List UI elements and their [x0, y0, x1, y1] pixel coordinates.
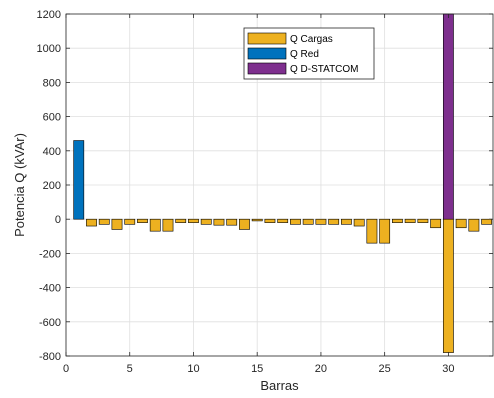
- y-tick-label: 0: [55, 214, 61, 226]
- bar-q-cargas: [353, 218, 365, 227]
- x-tick-label: 30: [442, 363, 454, 375]
- bar-q-cargas: [175, 218, 187, 223]
- y-tick-label: -400: [39, 283, 61, 295]
- bar-q-cargas: [290, 218, 301, 225]
- bar-q-cargas: [404, 218, 416, 223]
- y-tick-label: 400: [43, 146, 61, 158]
- bar-q-cargas: [264, 218, 276, 223]
- tick-labels: 0 5 10 15 20 25 30 -800 -600 -400 -200 0 200 400 600 80…: [37, 9, 455, 375]
- bar-q-cargas: [149, 218, 161, 232]
- x-tick-label: 0: [63, 363, 69, 375]
- x-tick-label: 15: [251, 363, 263, 375]
- bar-q-d-statcom: [442, 13, 454, 220]
- y-tick-label: -800: [39, 351, 61, 363]
- legend-swatch: [247, 62, 287, 75]
- y-tick-label: 1200: [37, 9, 61, 21]
- y-tick-label: 1000: [37, 43, 61, 55]
- legend-label: Q Cargas: [290, 34, 333, 45]
- legend-swatch: [247, 47, 287, 60]
- x-axis-label: Barras: [260, 378, 299, 393]
- bar-q-cargas: [328, 218, 340, 225]
- x-tick-label: 20: [315, 363, 327, 375]
- bar-q-cargas: [213, 218, 225, 226]
- legend-swatch: [247, 32, 287, 45]
- bar-q-cargas: [86, 218, 97, 227]
- legend: Q Cargas Q Red Q D-STATCOM: [243, 27, 375, 80]
- bar-q-cargas: [277, 218, 289, 223]
- bar-q-cargas: [366, 218, 378, 244]
- bar-q-cargas: [111, 218, 123, 230]
- bar-q-cargas: [442, 218, 454, 353]
- bar-q-cargas: [315, 218, 327, 225]
- y-tick-label: -600: [39, 317, 61, 329]
- bar-q-cargas: [468, 218, 480, 232]
- bars: [73, 13, 493, 353]
- bar-q-cargas: [137, 218, 148, 223]
- bar-q-cargas: [341, 218, 352, 225]
- bar-q-cargas: [226, 218, 238, 226]
- y-tick-label: 800: [43, 77, 61, 89]
- bar-q-cargas: [417, 218, 429, 223]
- bar-q-cargas: [98, 218, 110, 225]
- y-axis-label: Potencia Q (kVAr): [12, 133, 27, 237]
- y-tick-label: -200: [39, 248, 61, 260]
- bar-q-cargas: [392, 218, 403, 223]
- legend-label: Q Red: [290, 49, 319, 60]
- bar-q-cargas: [200, 218, 212, 225]
- x-tick-label: 10: [187, 363, 199, 375]
- bar-q-cargas: [124, 218, 136, 225]
- bar-q-cargas: [379, 218, 391, 244]
- y-tick-label: 600: [43, 112, 61, 124]
- bar-q-cargas: [481, 218, 493, 225]
- legend-label: Q D-STATCOM: [290, 64, 359, 75]
- bar-q-cargas: [251, 218, 263, 222]
- bar-q-cargas: [455, 218, 467, 229]
- x-tick-label: 25: [379, 363, 391, 375]
- x-tick-label: 5: [127, 363, 133, 375]
- y-tick-label: 200: [43, 180, 61, 192]
- bar-q-cargas: [162, 218, 174, 232]
- legend-entries: Q Cargas Q Red Q D-STATCOM: [247, 32, 359, 75]
- bar-q-red: [73, 140, 85, 220]
- bar-q-cargas: [302, 218, 314, 225]
- bar-q-cargas: [239, 218, 250, 230]
- ticks: [65, 13, 493, 357]
- bar-q-cargas: [188, 218, 199, 223]
- bar-q-cargas: [430, 218, 442, 229]
